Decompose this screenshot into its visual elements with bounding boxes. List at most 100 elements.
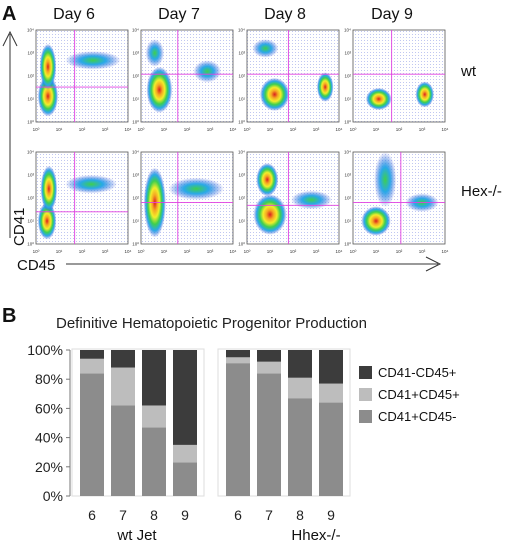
x-tick-label: 6	[234, 507, 242, 523]
y-tick-label: 100%	[27, 342, 63, 358]
plot-grid: 10⁰10⁰10¹10¹10²10²10³10³10⁴10⁴10⁰10⁰10¹1…	[27, 28, 448, 255]
x-tick-label: 10¹	[161, 249, 168, 254]
cell-density-blob	[374, 152, 397, 208]
x-tick-label: 7	[265, 507, 273, 523]
cell-density-blob	[316, 72, 334, 102]
row-label-hex: Hex-/-	[461, 183, 502, 200]
group-frame-wt	[71, 348, 205, 497]
x-tick-label: 10⁴	[336, 249, 343, 254]
x-tick-label: 10²	[184, 127, 191, 132]
day-label-6: Day 6	[53, 6, 95, 23]
y-tick-label: 10¹	[238, 97, 245, 102]
cd41-arrow-head	[2, 30, 18, 47]
y-tick-label: 10⁰	[238, 120, 245, 125]
x-tick-label: 10²	[396, 249, 403, 254]
y-tick-label: 10²	[27, 196, 34, 201]
y-tick-label: 10²	[132, 74, 139, 79]
x-tick-label: 10¹	[56, 249, 63, 254]
x-tick-label: 10¹	[267, 249, 274, 254]
y-tick-label: 10³	[27, 173, 34, 178]
bar-segment	[226, 350, 250, 358]
y-tick-label: 10³	[132, 51, 139, 56]
y-tick-label: 80%	[35, 371, 63, 387]
x-tick-label: 10³	[207, 127, 214, 132]
x-tick-label: 8	[296, 507, 304, 523]
cell-density-blob	[39, 43, 57, 90]
x-tick-label: 10⁰	[138, 249, 145, 254]
facs-plot: 10⁰ 10⁰ 10¹ 10¹ 10² 10² 10³ 10³ 10⁴ 10⁴	[27, 150, 131, 255]
bar-segment	[173, 444, 197, 463]
facs-plot: 10⁰ 10⁰ 10¹ 10¹ 10² 10² 10³ 10³ 10⁴ 10⁴	[132, 28, 236, 133]
x-tick-label: 10⁴	[125, 127, 132, 132]
bar-segment	[111, 367, 135, 406]
x-tick-label: 10²	[79, 249, 86, 254]
facs-plot: 10⁰ 10⁰ 10¹ 10¹ 10² 10² 10³ 10³ 10⁴ 10⁴	[344, 150, 448, 255]
legend-label-cd41pos-cd45pos: CD41+CD45+	[378, 387, 460, 402]
facs-plot: 10⁰ 10⁰ 10¹ 10¹ 10² 10² 10³ 10³ 10⁴ 10⁴	[132, 150, 236, 255]
y-tick-label: 10⁴	[344, 150, 351, 155]
x-tick-label: 10³	[419, 249, 426, 254]
y-tick-label: 10¹	[238, 219, 245, 224]
y-tick-label: 10⁰	[132, 120, 139, 125]
y-tick-label: 10⁴	[27, 28, 34, 33]
legend-swatch-cd41neg-cd45pos	[359, 366, 372, 379]
facs-plot: 10⁰ 10⁰ 10¹ 10¹ 10² 10² 10³ 10³ 10⁴ 10⁴	[238, 150, 342, 255]
bar-segment	[319, 350, 343, 384]
bar-segment	[142, 350, 166, 406]
plot-frame	[140, 151, 234, 245]
x-tick-label: 10⁴	[230, 127, 237, 132]
y-tick-label: 10⁰	[344, 120, 351, 125]
y-tick-label: 10²	[344, 74, 351, 79]
x-tick-label: 10⁴	[230, 249, 237, 254]
cell-density-blob	[37, 76, 59, 117]
cell-density-blob	[361, 206, 391, 236]
y-tick-label: 10¹	[27, 97, 34, 102]
cell-density-blob	[168, 177, 224, 200]
cell-density-blob	[365, 87, 392, 111]
cd45-arrow-head	[425, 256, 442, 272]
facs-plot: 10⁰ 10⁰ 10¹ 10¹ 10² 10² 10³ 10³ 10⁴ 10⁴	[238, 28, 342, 133]
x-tick-label: 10²	[290, 249, 297, 254]
bar-segment	[288, 398, 312, 496]
legend-label-cd41neg-cd45pos: CD41-CD45+	[378, 365, 456, 380]
bar-segment	[111, 405, 135, 496]
y-tick-label: 40%	[35, 430, 63, 446]
bar-segment	[257, 361, 281, 374]
y-tick-label: 10³	[344, 173, 351, 178]
y-tick-label: 10⁴	[238, 28, 245, 33]
cell-density-blob	[252, 39, 279, 58]
bar-segment	[319, 402, 343, 496]
cd41-axis-label: CD41	[11, 208, 28, 246]
y-tick-label: 10⁴	[132, 150, 139, 155]
y-tick-label: 10²	[238, 196, 245, 201]
y-tick-label: 20%	[35, 459, 63, 475]
x-tick-label: 10³	[102, 249, 109, 254]
y-tick-label: 10³	[132, 173, 139, 178]
x-tick-label: 10⁴	[442, 127, 449, 132]
x-tick-label: 10⁰	[33, 127, 40, 132]
y-tick-label: 10⁰	[27, 242, 34, 247]
plot-frame	[246, 29, 340, 123]
plot-frame	[352, 151, 446, 245]
y-tick-label: 10³	[27, 51, 34, 56]
y-tick-label: 60%	[35, 400, 63, 416]
facs-plot: 10⁰ 10⁰ 10¹ 10¹ 10² 10² 10³ 10³ 10⁴ 10⁴	[27, 28, 131, 133]
x-tick-label: 10²	[184, 249, 191, 254]
x-tick-label: 10⁴	[336, 127, 343, 132]
panel-a-label: A	[2, 3, 16, 25]
bar-segment	[226, 363, 250, 496]
y-tick-label: 10⁰	[132, 242, 139, 247]
bar-segment	[288, 350, 312, 378]
x-tick-label: 10¹	[373, 249, 380, 254]
x-tick-label: 9	[181, 507, 189, 523]
x-tick-label: 9	[327, 507, 335, 523]
y-tick-label: 10⁴	[132, 28, 139, 33]
y-tick-label: 10³	[344, 51, 351, 56]
bar-segment	[142, 427, 166, 496]
x-tick-label: 10¹	[161, 127, 168, 132]
y-tick-label: 10¹	[344, 219, 351, 224]
bars	[71, 348, 351, 497]
group-frame-hhex	[217, 348, 351, 497]
y-tick-label: 10⁰	[27, 120, 34, 125]
